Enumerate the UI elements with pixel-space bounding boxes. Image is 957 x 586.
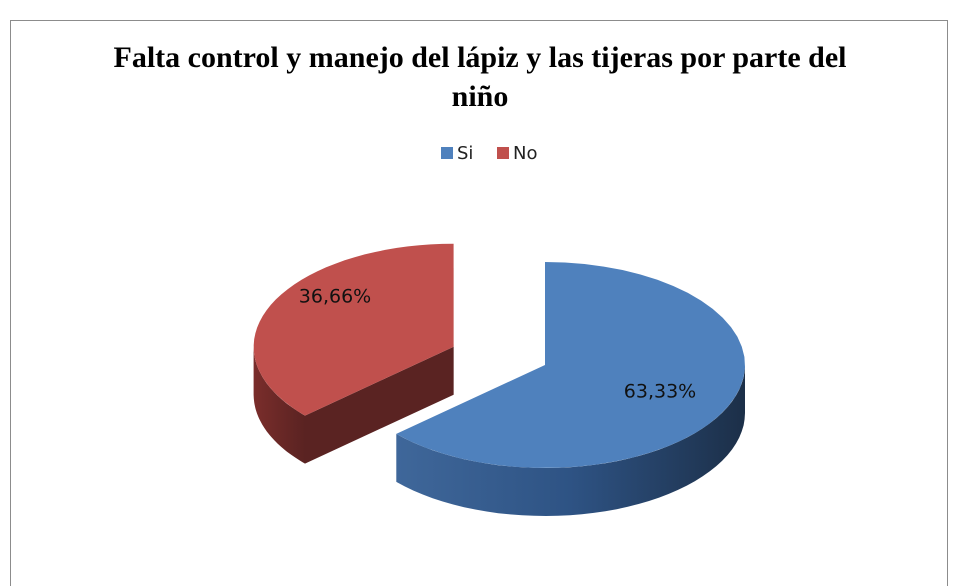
data-label: 63,33% (624, 381, 696, 403)
slice-face (304, 346, 454, 464)
pie-slice (253, 243, 454, 416)
legend-label: Si (457, 143, 473, 164)
slice-side (253, 346, 305, 464)
pie-slice (396, 262, 745, 468)
data-label: 36,66% (299, 286, 371, 308)
legend-label: No (513, 143, 537, 164)
chart-title: Falta control y manejo del lápiz y las t… (113, 41, 847, 113)
legend-swatch (441, 147, 453, 159)
slice-side (396, 365, 745, 516)
chart-frame (10, 20, 948, 586)
legend-swatch (497, 147, 509, 159)
